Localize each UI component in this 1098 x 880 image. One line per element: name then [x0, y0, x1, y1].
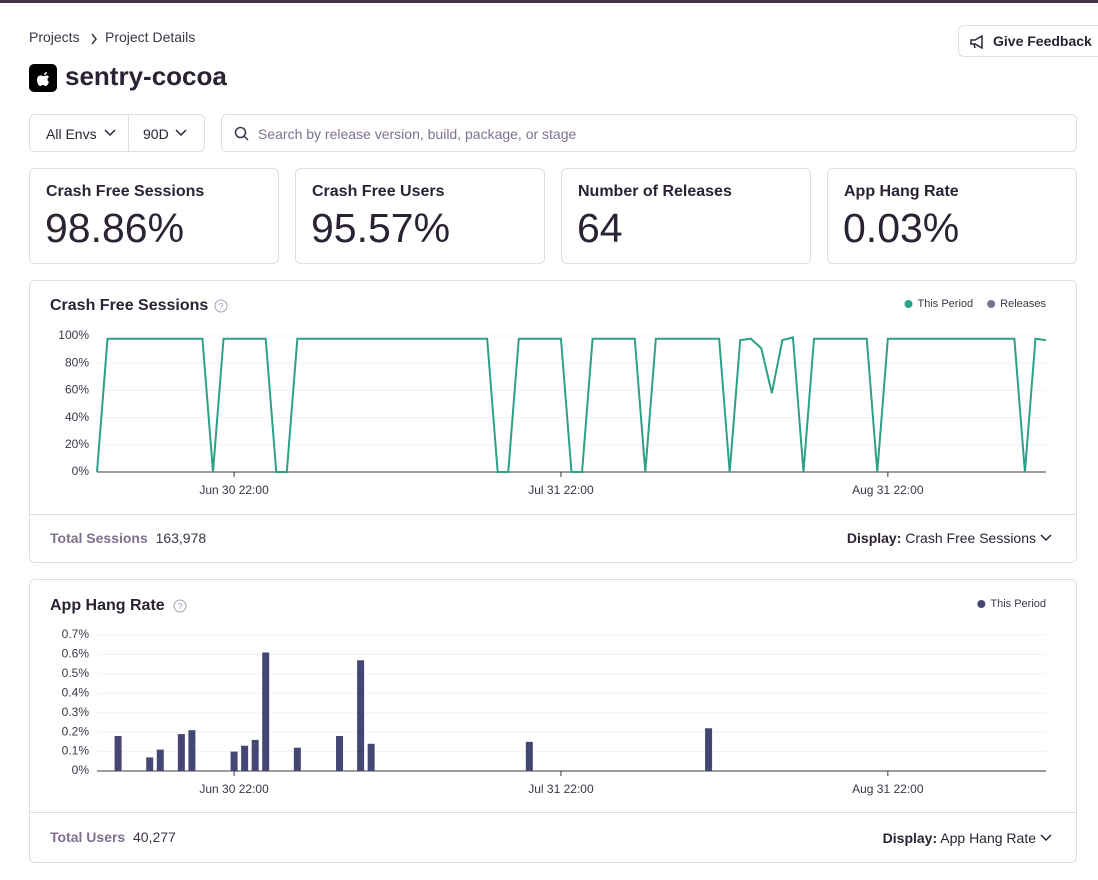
chart-card: [29, 280, 1077, 563]
display-value: App Hang Rate: [940, 830, 1036, 846]
footer-label: Total Users: [50, 829, 126, 845]
stat-label: Crash Free Sessions: [46, 183, 205, 200]
stat-label: Number of Releases: [578, 183, 732, 200]
display-selector[interactable]: Display: Crash Free Sessions: [847, 530, 1054, 546]
period-selector[interactable]: 90D: [143, 126, 169, 142]
chart-card: [29, 579, 1077, 863]
display-label: Display:: [882, 830, 938, 846]
chart-footer: Total Users 40,277: [50, 829, 176, 845]
footer-value: 40,277: [133, 829, 176, 845]
breadcrumb-link[interactable]: Projects: [29, 29, 80, 45]
breadcrumb-current: Project Details: [105, 29, 196, 45]
footer-value: 163,978: [155, 530, 207, 546]
display-label: Display:: [846, 530, 902, 546]
feedback-label: Give Feedback: [993, 33, 1092, 49]
filter-group: All Envs 90D: [29, 114, 205, 152]
feedback-button[interactable]: Give Feedback: [958, 25, 1098, 57]
stat-card: Crash Free Users 95.57%: [295, 168, 545, 264]
display-selector[interactable]: Display: App Hang Rate: [883, 830, 1054, 846]
stat-label: Crash Free Users: [312, 183, 445, 200]
display-value: Crash Free Sessions: [905, 530, 1036, 546]
stat-value: 95.57%: [311, 205, 451, 251]
project-icon: [29, 64, 57, 92]
chart-footer: Total Sessions 163,978: [50, 530, 206, 546]
project-title: sentry-cocoa: [65, 61, 227, 91]
search-input[interactable]: Search by release version, build, packag…: [221, 114, 1077, 152]
footer-label: Total Sessions: [50, 530, 148, 546]
stat-card: App Hang Rate 0.03%: [827, 168, 1077, 264]
stat-label: App Hang Rate: [844, 183, 959, 200]
env-selector[interactable]: All Envs: [46, 126, 97, 142]
search-placeholder: Search by release version, build, packag…: [258, 126, 577, 142]
stat-card: Number of Releases 64: [561, 168, 811, 264]
stat-value: 64: [577, 205, 623, 251]
stat-card: Crash Free Sessions 98.86%: [29, 168, 279, 264]
stat-value: 0.03%: [843, 205, 960, 251]
breadcrumb-separator: [91, 33, 97, 45]
stat-value: 98.86%: [45, 205, 185, 251]
